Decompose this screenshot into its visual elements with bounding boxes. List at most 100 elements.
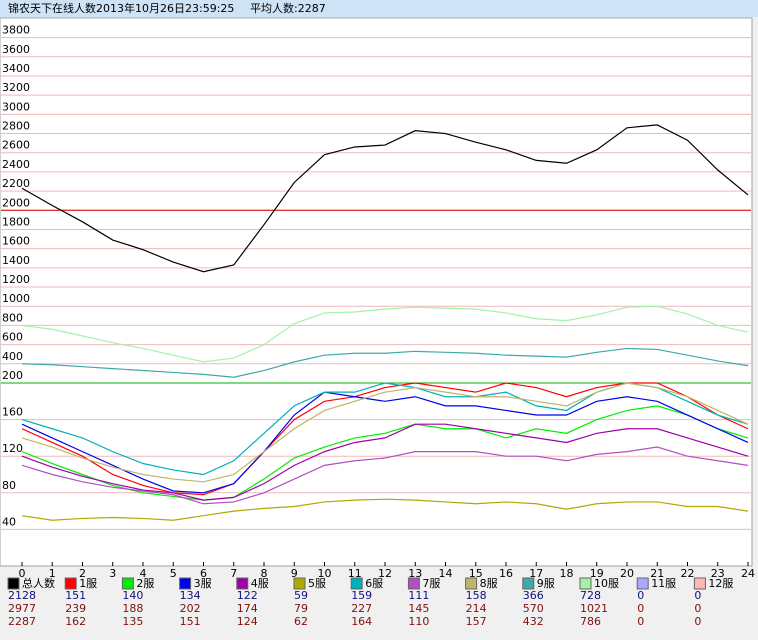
average-value: 2287	[8, 615, 36, 628]
x-tick-label: 21	[650, 567, 664, 580]
legend-swatch	[236, 577, 249, 590]
average-value: 157	[466, 615, 487, 628]
legend-label: 4服	[251, 577, 269, 590]
chart-subtitle: 平均人数:2287	[250, 2, 326, 15]
current-value: 728	[580, 589, 601, 602]
series-line	[21, 446, 749, 505]
average-value: 135	[122, 615, 143, 628]
plot-area	[0, 17, 753, 567]
current-value: 111	[408, 589, 429, 602]
x-tick-label: 16	[499, 567, 513, 580]
y-tick-label: 160	[2, 406, 23, 419]
average-value: 162	[65, 615, 86, 628]
max-value: 2977	[8, 602, 36, 615]
max-value: 79	[294, 602, 308, 615]
x-tick-label: 11	[348, 567, 362, 580]
average-value: 110	[408, 615, 429, 628]
current-value: 140	[122, 589, 143, 602]
y-tick-label: 80	[2, 479, 16, 492]
average-value: 124	[237, 615, 258, 628]
legend-swatch	[7, 577, 20, 590]
y-tick-label: 3400	[2, 62, 30, 75]
x-tick-label: 24	[741, 567, 755, 580]
series-line	[21, 124, 749, 273]
max-value: 0	[637, 602, 644, 615]
x-tick-label: 15	[469, 567, 483, 580]
series-line	[21, 423, 749, 501]
legend-swatch	[350, 577, 363, 590]
x-tick-label: 10	[318, 567, 332, 580]
x-tick-label: 14	[439, 567, 453, 580]
legend-label: 8服	[480, 577, 498, 590]
legend-label: 11服	[651, 577, 676, 590]
x-tick-label: 13	[408, 567, 422, 580]
legend-label: 7服	[422, 577, 440, 590]
y-tick-label: 40	[2, 515, 16, 528]
current-value: 158	[466, 589, 487, 602]
legend-label: 3服	[194, 577, 212, 590]
y-tick-label: 600	[2, 331, 23, 344]
x-tick-label: 9	[291, 567, 298, 580]
x-tick-label: 0	[19, 567, 26, 580]
x-tick-label: 5	[170, 567, 177, 580]
legend-label: 9服	[537, 577, 555, 590]
y-tick-label: 1000	[2, 292, 30, 305]
y-tick-label: 1200	[2, 273, 30, 286]
max-value: 145	[408, 602, 429, 615]
x-tick-label: 8	[261, 567, 268, 580]
y-tick-label: 3200	[2, 81, 30, 94]
x-tick-label: 18	[560, 567, 574, 580]
title-bar	[0, 0, 758, 17]
legend-swatch	[636, 577, 649, 590]
average-value: 0	[637, 615, 644, 628]
x-tick-label: 17	[529, 567, 543, 580]
current-value: 366	[523, 589, 544, 602]
chart-title: 锦农天下在线人数2013年10月26日23:59:25	[8, 1, 234, 15]
x-tick-label: 22	[681, 567, 695, 580]
average-value: 0	[694, 615, 701, 628]
legend-label: 10服	[594, 577, 619, 590]
current-value: 59	[294, 589, 308, 602]
y-tick-label: 3600	[2, 43, 30, 56]
series-line	[21, 405, 749, 501]
legend-swatch	[121, 577, 134, 590]
x-tick-label: 20	[620, 567, 634, 580]
x-tick-label: 1	[49, 567, 56, 580]
max-value: 0	[694, 602, 701, 615]
x-tick-label: 7	[230, 567, 237, 580]
legend-label: 5服	[308, 577, 326, 590]
y-tick-label: 2000	[2, 196, 30, 209]
series-line	[21, 498, 749, 521]
y-tick-label: 800	[2, 311, 23, 324]
max-value: 227	[351, 602, 372, 615]
y-tick-label: 2200	[2, 177, 30, 190]
series-line	[21, 347, 749, 378]
y-tick-label: 2400	[2, 158, 30, 171]
legend-label: 1服	[79, 577, 97, 590]
max-value: 239	[65, 602, 86, 615]
legend-label: 12服	[708, 577, 733, 590]
series-line	[21, 382, 749, 483]
x-tick-label: 2	[79, 567, 86, 580]
legend-label: 总人数	[22, 576, 55, 590]
y-tick-label: 2800	[2, 120, 30, 133]
series-line	[21, 305, 749, 363]
y-tick-label: 1400	[2, 254, 30, 267]
y-tick-label: 1800	[2, 215, 30, 228]
average-value: 164	[351, 615, 372, 628]
max-value: 1021	[580, 602, 608, 615]
y-tick-label: 200	[2, 369, 23, 382]
current-value: 0	[637, 589, 644, 602]
current-value: 134	[180, 589, 201, 602]
average-value: 151	[180, 615, 201, 628]
y-tick-label: 400	[2, 350, 23, 363]
current-value: 122	[237, 589, 258, 602]
y-tick-label: 3800	[2, 24, 30, 37]
legend-swatch	[579, 577, 592, 590]
average-value: 432	[523, 615, 544, 628]
y-tick-label: 120	[2, 442, 23, 455]
x-tick-label: 19	[590, 567, 604, 580]
y-tick-label: 2600	[2, 139, 30, 152]
y-tick-label: 3000	[2, 100, 30, 113]
